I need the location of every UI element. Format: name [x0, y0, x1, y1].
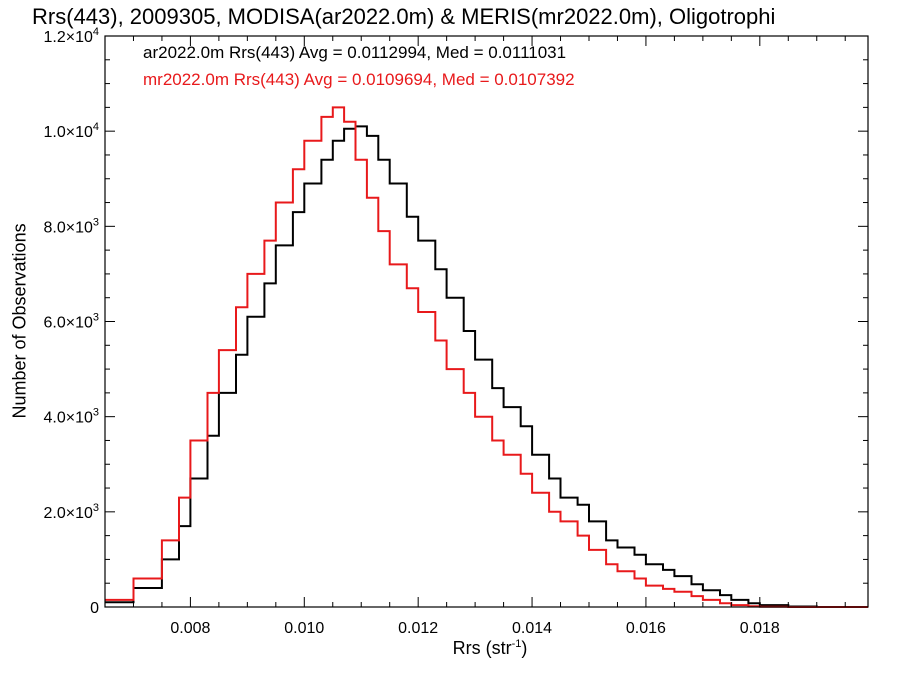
y-tick-label: 1.2×104: [43, 26, 99, 46]
x-axis-label-text: Rrs (str: [452, 638, 512, 658]
legend-entry-1: mr2022.0m Rrs(443) Avg = 0.0109694, Med …: [143, 70, 575, 89]
x-tick-label: 0.012: [398, 620, 438, 637]
x-tick-label: 0.018: [740, 620, 780, 637]
x-axis-label-suffix: ): [521, 638, 528, 658]
x-tick-label: 0.008: [170, 620, 210, 637]
y-tick-label: 6.0×103: [43, 312, 99, 332]
axis-layer: 0.008 0.010 0.012 0.014 0.016 0.018 0 2.0×103 4.…: [43, 26, 869, 637]
series-layer: [105, 106, 868, 608]
series-line-1: [105, 106, 868, 608]
x-tick-label: 0.010: [284, 620, 324, 637]
y-tick-label: 1.0×104: [43, 121, 99, 141]
x-tick-label: 0.014: [512, 620, 552, 637]
y-tick-label: 8.0×103: [43, 216, 99, 236]
x-tick-label: 0.016: [626, 620, 666, 637]
legend-entry-0: ar2022.0m Rrs(443) Avg = 0.0112994, Med …: [143, 43, 566, 62]
x-axis-label: Rrs (str-1): [400, 638, 580, 659]
y-tick-label: 2.0×103: [43, 502, 99, 522]
series-line-0: [105, 125, 868, 608]
x-axis-label-exponent: -1: [511, 638, 522, 650]
chart-title: Rrs(443), 2009305, MODISA(ar2022.0m) & M…: [32, 4, 776, 29]
y-tick-label: 4.0×103: [43, 407, 99, 427]
legend: ar2022.0m Rrs(443) Avg = 0.0112994, Med …: [143, 43, 575, 89]
plot-frame: [104, 35, 869, 608]
y-tick-label: 0: [90, 600, 99, 617]
